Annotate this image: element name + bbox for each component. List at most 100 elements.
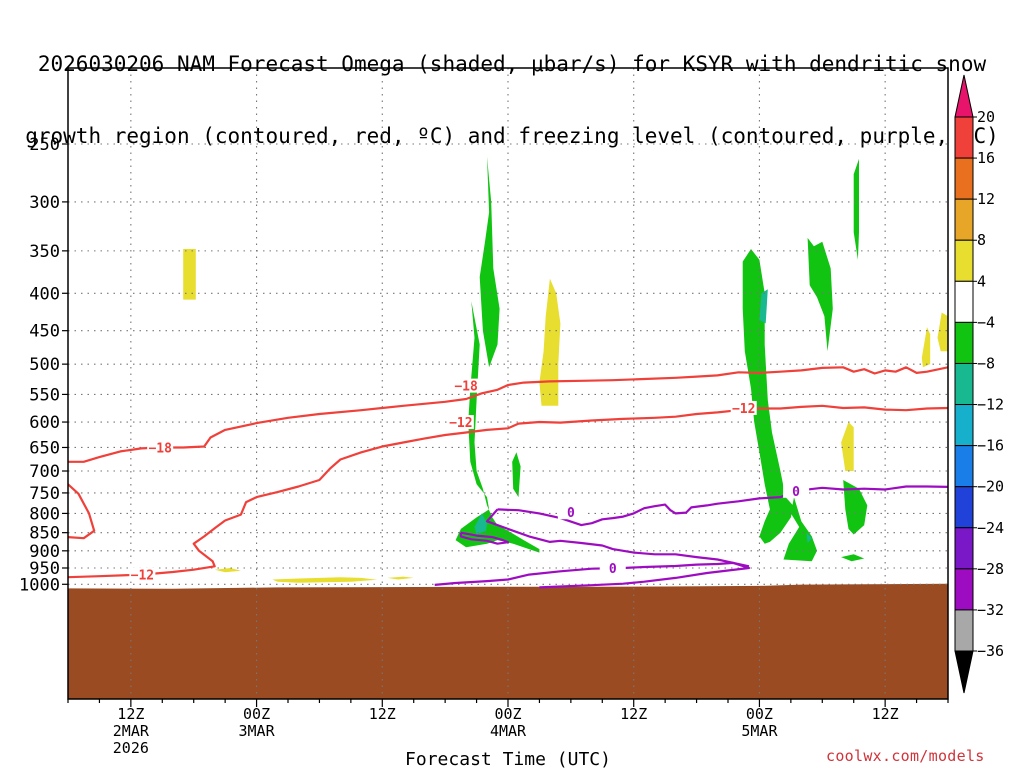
y-tick-label: 950 xyxy=(29,559,60,579)
contour-label: −18 xyxy=(454,380,478,395)
contour-label: −18 xyxy=(148,441,172,456)
omega-region xyxy=(807,237,833,352)
colorbar-arrow-top xyxy=(954,74,974,118)
x-tick-label: 12Z xyxy=(620,705,647,723)
y-tick-label: 500 xyxy=(29,355,60,375)
omega-region xyxy=(843,480,868,535)
y-tick-label: 800 xyxy=(29,504,60,524)
y-tick-label: 250 xyxy=(29,135,60,155)
contour-lines xyxy=(68,366,948,589)
y-tick-label: 850 xyxy=(29,524,60,544)
x-tick-label: 12Z xyxy=(369,705,396,723)
x-tick-label: 4MAR xyxy=(490,722,527,740)
colorbar-box xyxy=(954,568,974,611)
site-watermark: coolwx.com/models xyxy=(826,747,985,765)
x-tick-label: 12Z xyxy=(117,705,144,723)
colorbar-box xyxy=(954,445,974,488)
omega-region xyxy=(479,156,500,368)
contour-label: −12 xyxy=(732,402,755,417)
omega-region xyxy=(921,327,931,368)
colorbar-box xyxy=(954,321,974,364)
omega-region xyxy=(539,278,561,406)
y-tick-label: 600 xyxy=(29,413,60,433)
colorbar-label: 20 xyxy=(977,108,995,126)
colorbar-box xyxy=(954,157,974,200)
omega-colorbar: 20 16 12 8 4 −4 −8 −12 −16 −20 −24 −28 −32 −36 xyxy=(954,74,1004,694)
omega-region xyxy=(937,312,948,352)
omega-region xyxy=(759,289,768,324)
colorbar-box xyxy=(954,198,974,241)
colorbar-box xyxy=(954,362,974,406)
omega-region xyxy=(841,422,854,471)
omega-region xyxy=(183,249,196,300)
colorbar-arrow-bottom xyxy=(954,650,974,694)
contour-line xyxy=(68,404,948,579)
colorbar-label: −28 xyxy=(977,560,1004,578)
x-tick-label: 2026 xyxy=(113,739,149,757)
contour-labels: −18 −18 −12 −12 −12 0 0 0 xyxy=(129,378,810,584)
y-tick-label: 400 xyxy=(29,284,60,304)
omega-region xyxy=(806,532,812,543)
y-tick-label: 900 xyxy=(29,542,60,562)
contour-label: 0 xyxy=(792,485,800,500)
contour-line xyxy=(497,485,948,527)
x-tick-label: 2MAR xyxy=(113,722,150,740)
x-tick-label: 3MAR xyxy=(239,722,276,740)
colorbar-label: −20 xyxy=(977,478,1004,496)
omega-region xyxy=(841,554,865,562)
colorbar-label: −36 xyxy=(977,642,1004,660)
y-tick-label: 550 xyxy=(29,385,60,405)
contour-label: 0 xyxy=(567,506,575,521)
title-line-1: 2026030206 NAM Forecast Omega (shaded, μ… xyxy=(37,52,987,76)
x-tick-label: 12Z xyxy=(872,705,899,723)
y-tick-label: 750 xyxy=(29,484,60,504)
colorbar-box xyxy=(954,239,974,282)
contour-line xyxy=(459,531,510,545)
y-tick-label: 350 xyxy=(29,242,60,262)
omega-region xyxy=(272,577,377,583)
omega-region xyxy=(387,576,414,580)
omega-region xyxy=(512,452,521,498)
contour-line xyxy=(485,508,750,568)
colorbar-label: 12 xyxy=(977,190,995,208)
colorbar-box xyxy=(954,280,974,323)
contour-line xyxy=(68,366,948,463)
omega-region xyxy=(853,158,859,260)
omega-region xyxy=(474,513,487,535)
y-tick-label: 300 xyxy=(29,193,60,213)
colorbar-box xyxy=(954,486,974,529)
colorbar-label: 16 xyxy=(977,149,995,167)
colorbar-box xyxy=(954,527,974,570)
omega-region xyxy=(783,497,817,562)
title-line-2: growth region (contoured, red, ºC) and f… xyxy=(25,124,999,148)
y-tick-label: 650 xyxy=(29,438,60,458)
colorbar-label: 8 xyxy=(977,231,986,249)
colorbar-label: −24 xyxy=(977,519,1004,537)
colorbar-label: 4 xyxy=(977,272,986,290)
y-tick-label: 450 xyxy=(29,322,60,342)
omega-shading xyxy=(183,156,948,583)
colorbar-label: −8 xyxy=(977,354,995,372)
x-tick-label: 00Z xyxy=(494,705,521,723)
contour-label: 0 xyxy=(609,562,617,577)
grid-lines xyxy=(68,68,948,699)
contour-line xyxy=(68,483,96,540)
colorbar-label: −4 xyxy=(977,313,995,331)
omega-region xyxy=(214,568,241,573)
x-axis-label: Forecast Time (UTC) xyxy=(405,749,611,768)
colorbar-label: −16 xyxy=(977,437,1004,455)
y-tick-label: 700 xyxy=(29,462,60,482)
colorbar-label: −12 xyxy=(977,396,1004,414)
contour-label: −12 xyxy=(131,569,154,584)
omega-region xyxy=(455,301,540,553)
y-tick-label: 1000 xyxy=(19,575,60,595)
chart-title: 2026030206 NAM Forecast Omega (shaded, μ… xyxy=(0,4,1024,172)
x-tick-label: 5MAR xyxy=(741,722,778,740)
x-tick-label: 00Z xyxy=(243,705,270,723)
colorbar-label: −32 xyxy=(977,601,1004,619)
contour-label: −12 xyxy=(449,416,472,431)
colorbar-box xyxy=(954,404,974,447)
colorbar-box xyxy=(954,609,974,652)
x-tick-label: 00Z xyxy=(746,705,773,723)
